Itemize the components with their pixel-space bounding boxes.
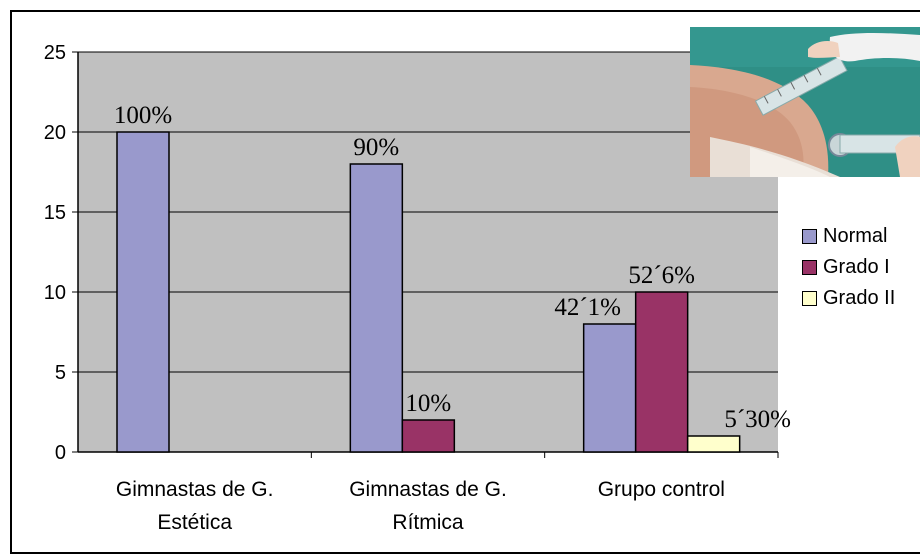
data-label: 90% xyxy=(353,134,399,161)
legend-item: Normal xyxy=(802,222,920,250)
y-tick-label: 20 xyxy=(44,122,66,144)
legend-item: Grado I xyxy=(802,253,920,281)
y-tick-label: 5 xyxy=(55,362,66,384)
legend-label: Grado I xyxy=(823,255,890,278)
bar xyxy=(401,419,456,453)
legend-swatch xyxy=(802,290,817,306)
y-tick-label: 0 xyxy=(55,442,66,464)
legend-label: Grado II xyxy=(823,286,896,309)
goniometer-photo xyxy=(690,27,920,177)
data-label: 5´30% xyxy=(724,406,791,433)
data-label: 10% xyxy=(405,390,451,417)
bar xyxy=(582,323,637,453)
y-tick-label: 15 xyxy=(44,202,66,224)
bar xyxy=(686,435,741,453)
legend-swatch xyxy=(802,228,817,244)
bar xyxy=(116,131,170,453)
x-category-label: Grupo control xyxy=(598,478,725,501)
x-category-label: Gimnastas de G. xyxy=(116,478,274,501)
legend-label: Normal xyxy=(823,224,888,247)
chart-legend: Normal Grado I Grado II xyxy=(802,222,920,315)
data-label: 100% xyxy=(114,102,172,129)
x-category-label: Estética xyxy=(157,511,232,534)
data-label: 42´1% xyxy=(554,294,621,321)
bar xyxy=(634,291,689,453)
y-tick-label: 25 xyxy=(44,42,66,64)
data-label: 52´6% xyxy=(628,262,695,289)
bar xyxy=(349,163,404,453)
legend-item: Grado II xyxy=(802,284,920,312)
x-category-label: Gimnastas de G. xyxy=(349,478,507,501)
y-tick-label: 10 xyxy=(44,282,66,304)
x-category-label: Rítmica xyxy=(392,511,463,534)
legend-swatch xyxy=(802,259,817,275)
